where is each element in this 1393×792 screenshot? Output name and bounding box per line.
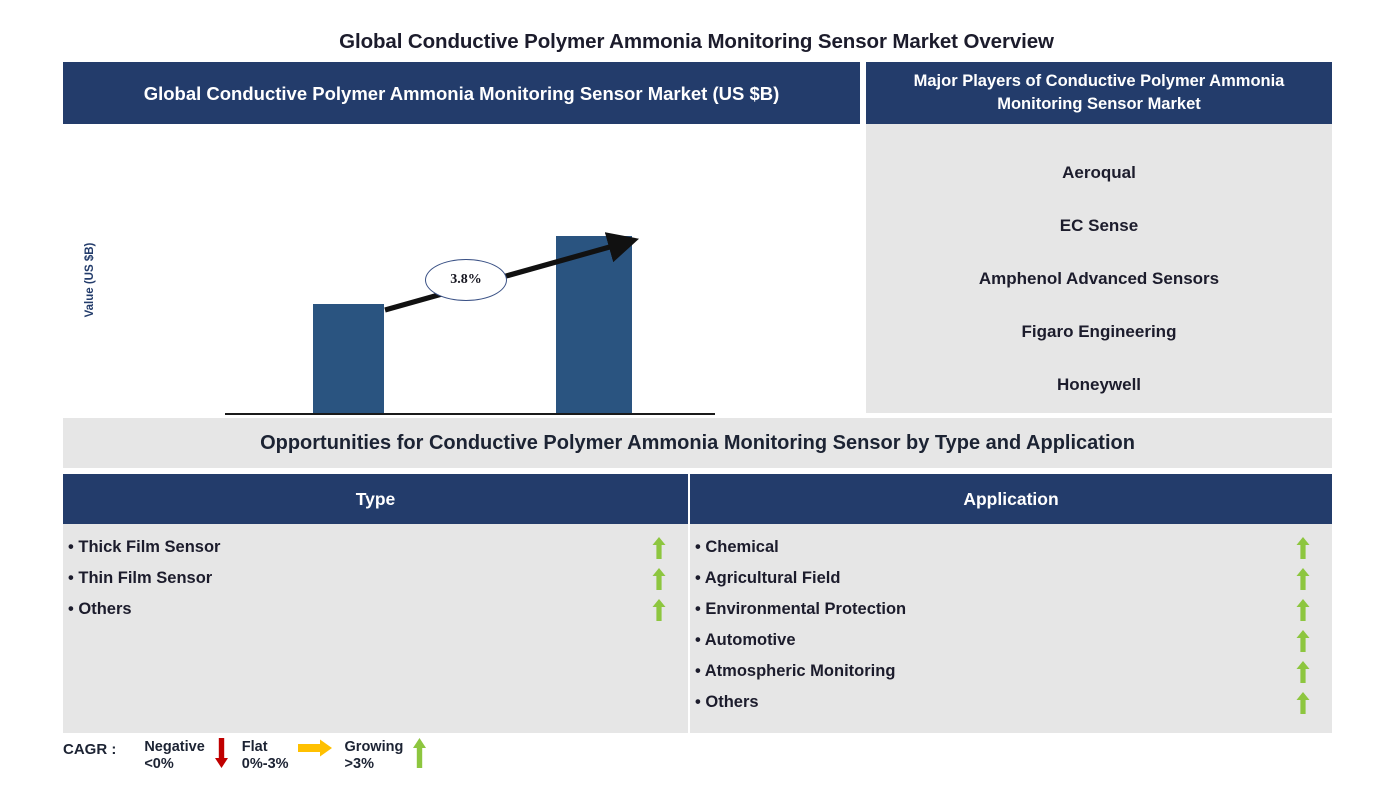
application-column-body: • Chemical • Agricultural Field • Enviro… bbox=[690, 524, 1332, 733]
list-item: • Thick Film Sensor bbox=[63, 532, 688, 563]
cagr-value-bubble: 3.8% bbox=[425, 259, 507, 301]
arrow-up-icon bbox=[1296, 629, 1310, 652]
type-column: Type • Thick Film Sensor • Thin Film Sen… bbox=[63, 474, 688, 733]
arrow-up-icon bbox=[652, 598, 666, 621]
list-item: EC Sense bbox=[1059, 216, 1139, 235]
list-item: • Others bbox=[690, 687, 1332, 718]
arrow-up-icon bbox=[652, 536, 666, 559]
legend-flat-range: 0%-3% bbox=[241, 756, 289, 772]
arrow-up-icon bbox=[652, 567, 666, 590]
arrow-up-icon bbox=[1296, 598, 1310, 621]
bar-2025 bbox=[313, 304, 384, 413]
page-title: Global Conductive Polymer Ammonia Monito… bbox=[339, 30, 1054, 53]
arrow-up-icon bbox=[1296, 536, 1310, 559]
market-chart-panel: Global Conductive Polymer Ammonia Monito… bbox=[63, 62, 860, 468]
application-column: Application • Chemical • Agricultural Fi… bbox=[690, 474, 1332, 733]
application-item-label: • Atmospheric Monitoring bbox=[695, 662, 896, 680]
list-item: • Automotive bbox=[690, 625, 1332, 656]
major-players-title: Major Players of Conductive Polymer Ammo… bbox=[866, 62, 1332, 124]
application-item-label: • Environmental Protection bbox=[695, 600, 907, 618]
legend-negative-range: <0% bbox=[144, 756, 174, 772]
type-column-body: • Thick Film Sensor • Thin Film Sensor •… bbox=[63, 524, 688, 733]
list-item: Amphenol Advanced Sensors bbox=[978, 269, 1220, 288]
arrow-right-icon bbox=[297, 738, 332, 758]
application-column-header: Application bbox=[690, 474, 1332, 524]
chart-x-axis bbox=[225, 413, 715, 415]
legend-growing-range: >3% bbox=[344, 756, 374, 772]
cagr-legend-title: CAGR : bbox=[63, 741, 117, 758]
application-item-label: • Automotive bbox=[695, 631, 796, 649]
list-item: Figaro Engineering bbox=[1021, 322, 1177, 341]
legend-item-negative: Negative <0% bbox=[144, 735, 237, 773]
type-item-label: • Thick Film Sensor bbox=[68, 538, 221, 556]
major-players-panel: Major Players of Conductive Polymer Ammo… bbox=[866, 62, 1332, 413]
application-item-label: • Others bbox=[695, 693, 759, 711]
type-column-header: Type bbox=[63, 474, 688, 524]
opportunities-band: Opportunities for Conductive Polymer Amm… bbox=[63, 418, 1332, 468]
bar-2031 bbox=[556, 236, 632, 413]
application-item-label: • Agricultural Field bbox=[695, 569, 841, 587]
list-item: • Atmospheric Monitoring bbox=[690, 656, 1332, 687]
list-item: • Environmental Protection bbox=[690, 594, 1332, 625]
legend-negative-label: Negative bbox=[144, 739, 205, 755]
cagr-legend: CAGR : Negative <0% Flat 0%-3% Growing >… bbox=[63, 735, 703, 783]
list-item: Aeroqual bbox=[1062, 163, 1136, 182]
list-item: • Others bbox=[63, 594, 688, 625]
list-item: • Thin Film Sensor bbox=[63, 563, 688, 594]
type-item-label: • Others bbox=[68, 600, 132, 618]
legend-item-growing: Growing >3% bbox=[345, 735, 437, 773]
list-item: • Agricultural Field bbox=[690, 563, 1332, 594]
arrow-up-icon bbox=[1296, 567, 1310, 590]
market-chart-body: Value (US $B) 2025 2031 3.8% Source : Lu… bbox=[63, 124, 860, 468]
arrow-up-icon bbox=[412, 738, 427, 768]
legend-item-flat: Flat 0%-3% bbox=[242, 735, 341, 773]
arrow-up-icon bbox=[1296, 660, 1310, 683]
application-item-label: • Chemical bbox=[695, 538, 779, 556]
chart-y-axis-label: Value (US $B) bbox=[84, 242, 96, 318]
arrow-up-icon bbox=[1296, 691, 1310, 714]
list-item: • Chemical bbox=[690, 532, 1332, 563]
legend-flat-label: Flat bbox=[241, 739, 268, 755]
type-item-label: • Thin Film Sensor bbox=[68, 569, 213, 587]
market-chart-title: Global Conductive Polymer Ammonia Monito… bbox=[63, 62, 860, 124]
legend-growing-label: Growing bbox=[344, 739, 404, 755]
major-players-list: Aeroqual EC Sense Amphenol Advanced Sens… bbox=[866, 124, 1332, 413]
opportunities-title: Opportunities for Conductive Polymer Amm… bbox=[260, 431, 1135, 454]
list-item: Honeywell bbox=[1056, 375, 1142, 394]
arrow-down-icon bbox=[214, 738, 229, 768]
